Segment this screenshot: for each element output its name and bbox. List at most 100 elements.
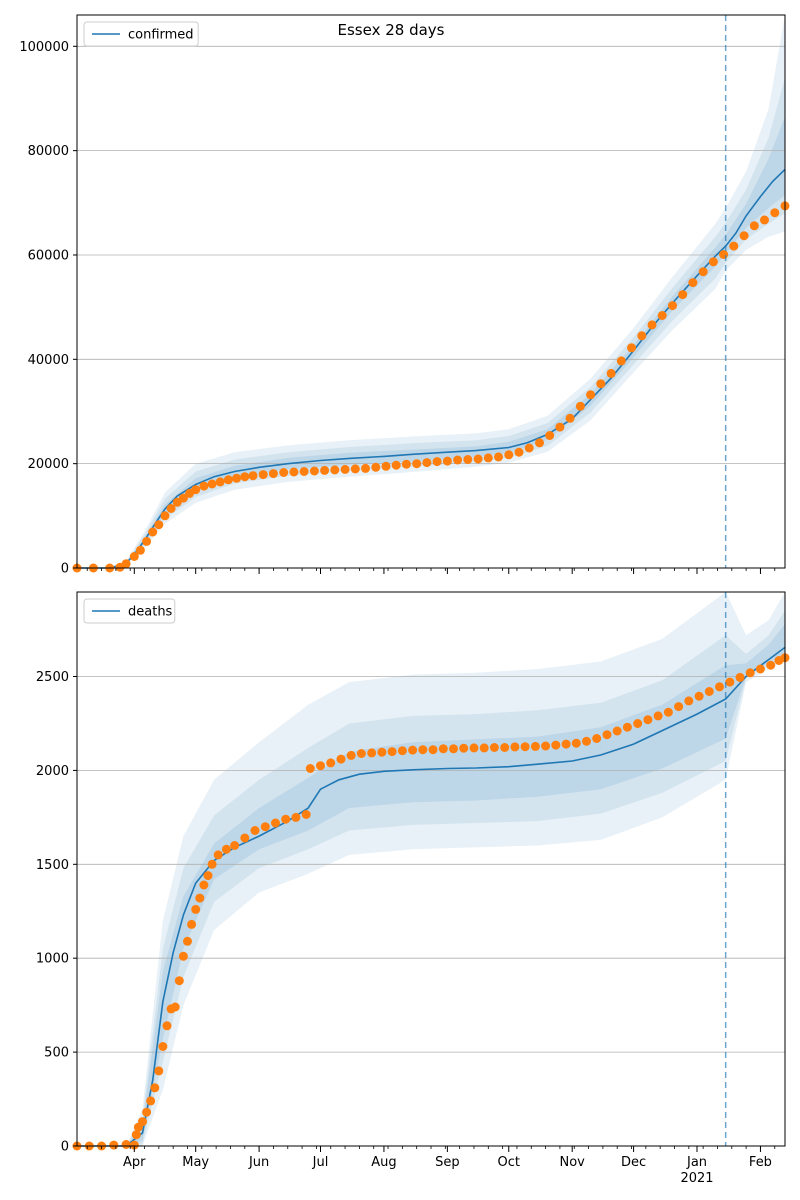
observed-point <box>356 749 366 758</box>
y-tick-label: 2500 <box>36 670 69 685</box>
observed-point <box>770 208 780 218</box>
confidence-band-3 <box>126 623 786 1146</box>
observed-point <box>187 919 197 929</box>
observed-point <box>739 231 749 241</box>
observed-point <box>755 664 765 674</box>
observed-point <box>715 682 724 692</box>
x-tick-label: Jun <box>248 1155 269 1170</box>
observed-point <box>442 456 452 466</box>
observed-point <box>606 368 616 378</box>
observed-point <box>213 850 223 860</box>
observed-point <box>166 504 176 513</box>
x-tick-label: Aug <box>371 1155 396 1170</box>
observed-point <box>514 447 524 457</box>
y-tick-label: 2000 <box>36 764 69 779</box>
observed-point <box>203 871 213 881</box>
deaths-series <box>72 646 790 1151</box>
observed-point <box>530 741 540 751</box>
observed-point <box>473 454 483 464</box>
observed-point <box>326 758 336 768</box>
observed-point <box>565 413 575 423</box>
observed-point <box>627 343 636 353</box>
observed-point <box>729 241 739 251</box>
observed-point <box>479 743 489 753</box>
observed-point <box>350 464 360 474</box>
observed-point <box>622 722 632 732</box>
observed-point <box>268 469 278 479</box>
observed-point <box>336 754 346 764</box>
confirmed-x-axis <box>86 568 776 574</box>
observed-point <box>653 711 663 721</box>
observed-point <box>483 453 493 463</box>
observed-point <box>596 379 606 389</box>
observed-point <box>504 450 514 460</box>
observed-point <box>698 267 708 277</box>
observed-point <box>663 707 673 717</box>
observed-point <box>647 320 657 330</box>
deaths-gridlines <box>77 676 785 1053</box>
observed-point <box>170 1002 180 1012</box>
observed-point <box>221 844 231 854</box>
observed-point <box>397 746 407 756</box>
observed-point <box>524 443 534 453</box>
observed-point <box>422 458 432 468</box>
observed-point <box>500 743 510 752</box>
observed-point <box>674 702 684 712</box>
observed-point <box>766 660 776 670</box>
observed-point <box>138 1117 147 1127</box>
observed-point <box>199 880 209 890</box>
observed-point <box>582 736 591 746</box>
observed-point <box>291 812 301 822</box>
observed-point <box>643 715 653 725</box>
observed-point <box>745 668 755 678</box>
deaths-panel: 0 500 1000 1500 2000 2500 Apr May Jun Jul Aug Sep O… <box>36 591 790 1186</box>
observed-point <box>361 463 370 473</box>
observed-point <box>489 743 499 752</box>
observed-point <box>154 1066 164 1076</box>
observed-point <box>725 677 735 687</box>
observed-point <box>678 290 688 300</box>
observed-point <box>271 818 280 828</box>
observed-point <box>178 951 188 961</box>
deaths-y-axis: 0 500 1000 1500 2000 2500 <box>36 670 77 1155</box>
observed-point <box>215 477 225 487</box>
x-year-label: 2021 <box>680 1171 713 1186</box>
confirmed-legend: confirmed <box>83 21 199 47</box>
observed-point <box>320 465 330 475</box>
confidence-band-2 <box>126 610 786 1146</box>
observed-point <box>612 726 622 736</box>
confirmed-series <box>72 168 790 573</box>
observed-point <box>633 719 643 728</box>
observed-point <box>240 472 250 482</box>
observed-point <box>142 536 152 546</box>
observed-point <box>616 356 626 366</box>
observed-point <box>289 467 299 477</box>
observed-point <box>749 221 759 231</box>
observed-point <box>129 1140 139 1150</box>
observed-point <box>469 743 479 753</box>
observed-point <box>494 452 503 462</box>
observed-point <box>381 461 391 471</box>
chart-title: Essex 28 days <box>338 21 445 39</box>
observed-point <box>109 1140 119 1150</box>
observed-point <box>401 459 411 469</box>
observed-point <box>688 278 698 288</box>
observed-point <box>195 893 205 903</box>
observed-point <box>207 479 217 489</box>
x-tick-label: Feb <box>749 1155 772 1170</box>
observed-point <box>438 744 448 754</box>
observed-point <box>704 687 714 696</box>
legend-box <box>83 598 176 624</box>
observed-point <box>240 833 250 843</box>
y-tick-label: 80000 <box>28 144 69 159</box>
observed-point <box>535 438 544 448</box>
x-tick-label: Jul <box>312 1155 329 1170</box>
observed-point <box>551 740 561 750</box>
observed-point <box>191 904 201 914</box>
observed-point <box>178 493 188 503</box>
observed-point <box>248 471 258 481</box>
observed-point <box>561 739 571 749</box>
observed-point <box>230 841 240 850</box>
confirmed-line <box>77 168 786 569</box>
